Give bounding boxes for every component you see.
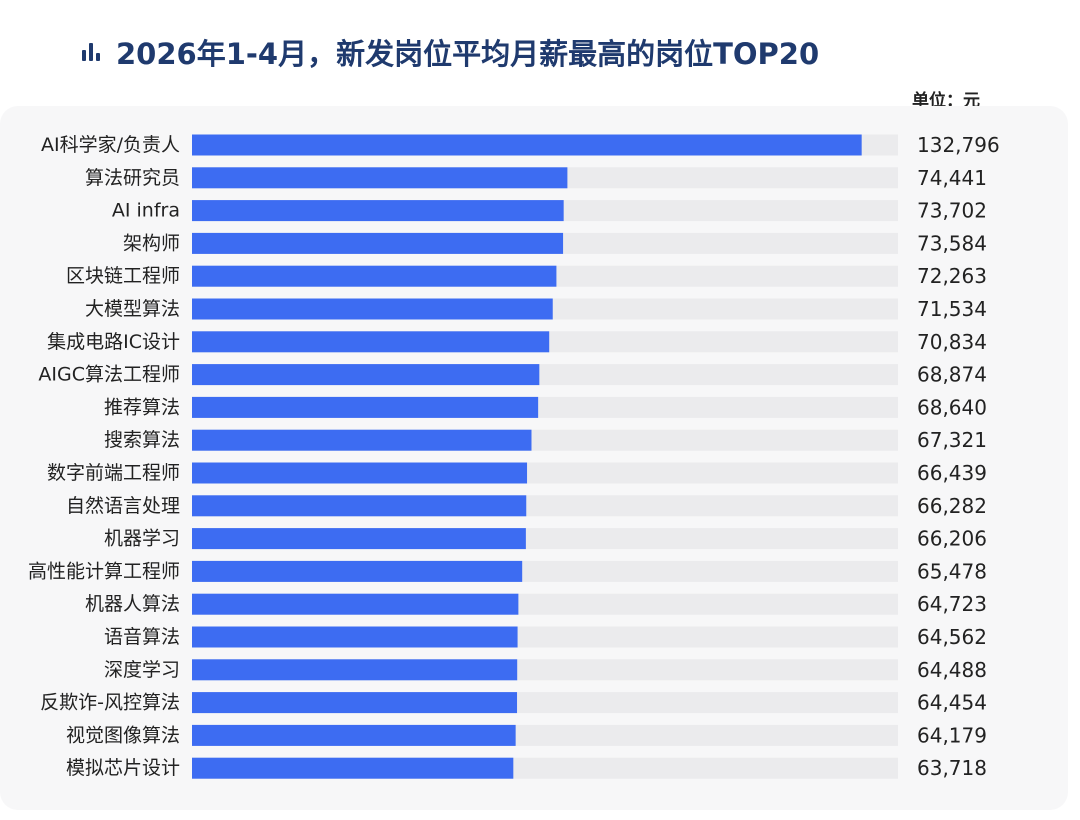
category-label: 语音算法 [104, 626, 180, 648]
bar [192, 298, 553, 320]
value-label: 64,454 [917, 691, 987, 715]
category-label: 架构师 [123, 232, 180, 254]
category-label: 反欺诈-风控算法 [40, 692, 180, 714]
category-label: 视觉图像算法 [66, 724, 180, 746]
value-label: 64,562 [917, 625, 987, 649]
bar [192, 331, 550, 353]
bar [192, 167, 568, 189]
bar [192, 692, 518, 714]
value-label: 64,179 [917, 723, 987, 747]
value-label: 64,488 [917, 658, 987, 682]
value-label: 66,439 [917, 461, 987, 485]
value-label: 70,834 [917, 330, 987, 354]
value-label: 71,534 [917, 297, 987, 321]
category-label: AI科学家/负责人 [41, 134, 180, 156]
value-label: 72,263 [917, 264, 987, 288]
chart-title: 2026年1-4月，新发岗位平均月薪最高的岗位TOP20 [116, 37, 820, 71]
category-label: 算法研究员 [85, 167, 180, 189]
category-label: 推荐算法 [104, 396, 180, 418]
bar [192, 560, 523, 582]
category-label: 自然语言处理 [66, 495, 180, 517]
value-label: 73,584 [917, 231, 987, 255]
category-label: 模拟芯片设计 [66, 757, 180, 779]
category-label: 区块链工程师 [66, 265, 180, 287]
category-label: 高性能计算工程师 [28, 560, 180, 582]
value-label: 65,478 [917, 559, 987, 583]
category-label: AIGC算法工程师 [38, 364, 180, 386]
value-label: 74,441 [917, 166, 987, 190]
bar-chart-icon [82, 43, 100, 61]
bar [192, 462, 528, 484]
value-label: 68,640 [917, 395, 987, 419]
category-label: AI infra [112, 200, 180, 222]
value-label: 66,206 [917, 527, 987, 551]
category-label: 深度学习 [104, 659, 180, 681]
category-label: 搜索算法 [104, 429, 180, 451]
category-label: 数字前端工程师 [47, 462, 180, 484]
bar [192, 757, 514, 779]
bar [192, 232, 564, 254]
bar [192, 396, 539, 418]
value-label: 64,723 [917, 592, 987, 616]
category-label: 机器人算法 [85, 593, 180, 615]
bar [192, 528, 526, 550]
value-label: 68,874 [917, 363, 987, 387]
value-label: 66,282 [917, 494, 987, 518]
chart-header: 2026年1-4月，新发岗位平均月薪最高的岗位TOP20 [80, 30, 819, 74]
bar [192, 364, 540, 386]
category-label: 集成电路IC设计 [47, 331, 180, 353]
category-label: 机器学习 [104, 528, 180, 550]
bar [192, 626, 518, 648]
bar [192, 495, 527, 517]
bar [192, 659, 518, 681]
bar [192, 724, 516, 746]
bar [192, 265, 557, 287]
bar [192, 200, 564, 222]
bar [192, 429, 532, 451]
bar [192, 134, 862, 156]
value-label: 67,321 [917, 428, 987, 452]
value-label: 63,718 [917, 756, 987, 780]
category-label: 大模型算法 [85, 298, 180, 320]
value-label: 73,702 [917, 199, 987, 223]
value-label: 132,796 [917, 133, 1000, 157]
bar [192, 593, 519, 615]
